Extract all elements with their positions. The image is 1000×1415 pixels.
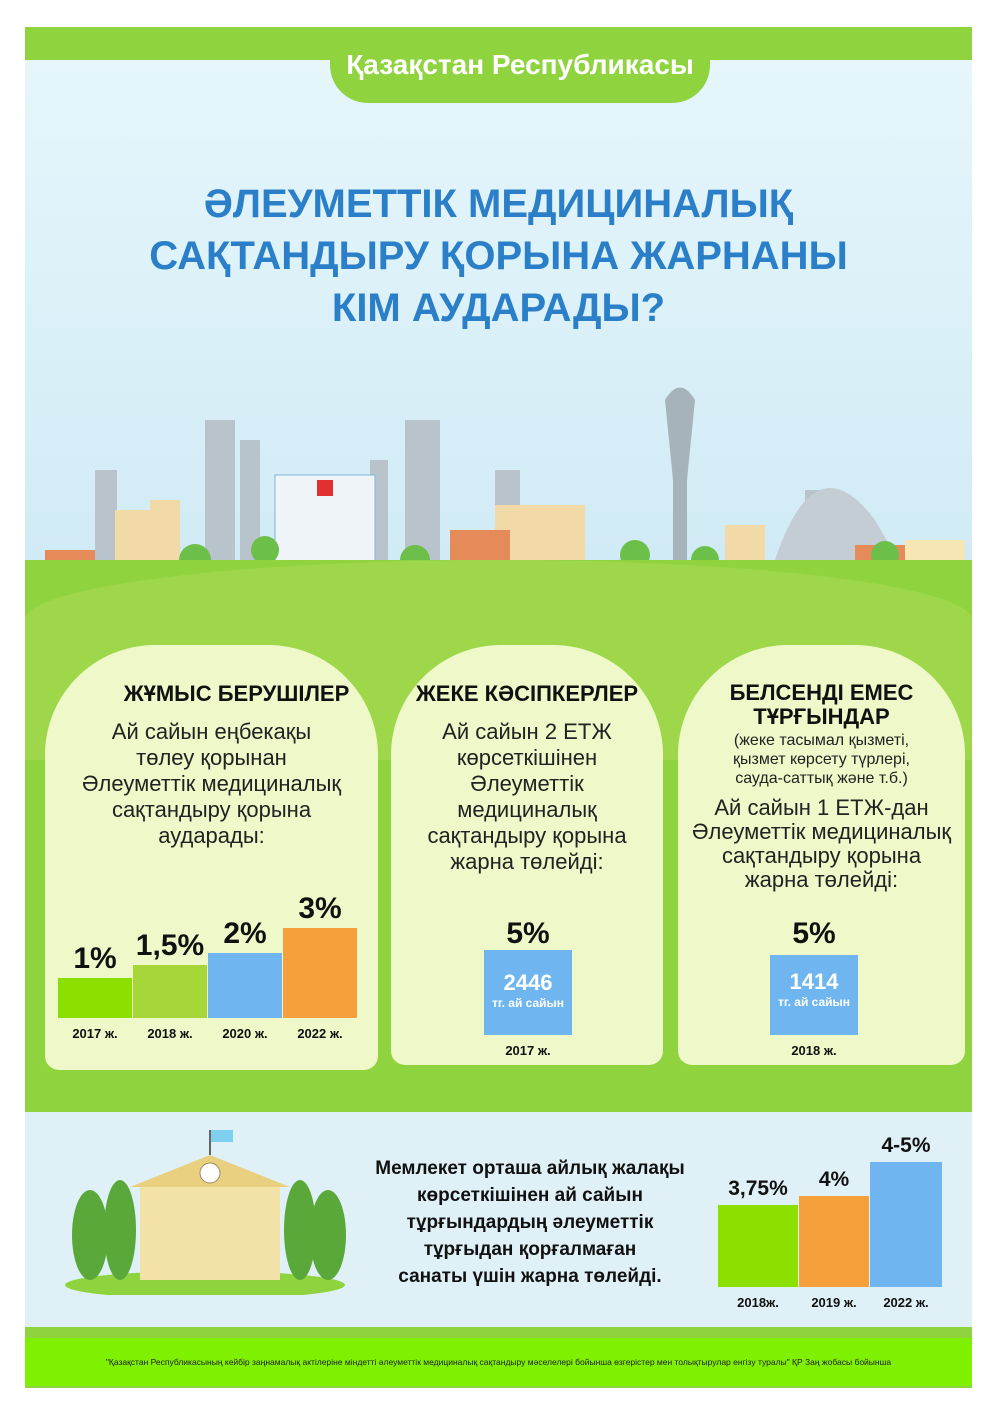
country-title: Қазақстан Республикасы	[346, 49, 694, 80]
card-text-line: төлеу қорынан	[136, 745, 287, 770]
card-text-line: Әлеуметтік медициналық	[81, 771, 342, 796]
state-text-line: санаты үшін жарна төлейді.	[398, 1266, 662, 1287]
year-label: 2020 ж.	[222, 1026, 268, 1041]
tower-illustration	[665, 387, 695, 590]
hospital-cross-icon	[317, 480, 333, 496]
bar-2020	[208, 953, 282, 1018]
card-text-line: Ай сайын 2 ЕТЖ	[442, 719, 612, 744]
card-note-line: сауда-саттық және т.б.)	[735, 770, 908, 787]
card-text-line: медициналық	[457, 797, 597, 822]
card-text-line: Әлеуметтік медициналық	[691, 819, 952, 844]
header-pill: Қазақстан Республикасы	[330, 27, 710, 103]
year-label: 2022 ж.	[297, 1026, 343, 1041]
card-text-line: көрсеткішінен	[456, 745, 598, 770]
state-text-line: тұрғыдан қорғалмаған	[423, 1239, 637, 1260]
state-description: Мемлекет орташа айлық жалақы көрсеткішін…	[345, 1155, 715, 1290]
bar-2022	[283, 928, 357, 1018]
card-note-line: (жеке тасымал қызметі,	[733, 732, 910, 749]
card-heading: ЖЕКЕ КӘСІПКЕРЛЕР	[415, 681, 639, 706]
state-text-line: Мемлекет орташа айлық жалақы	[375, 1158, 685, 1179]
bar-label: 5%	[506, 917, 550, 950]
bar-label: 4-5%	[881, 1134, 931, 1157]
bar-label: 3%	[298, 892, 342, 925]
card-note-line: қызмет көрсету түрлері,	[733, 751, 910, 768]
card-text-line: Ай сайын 1 ЕТЖ-дан	[714, 795, 929, 820]
amount-note: тг. ай сайын	[491, 996, 565, 1010]
card-heading: ЖҰМЫС БЕРУШІЛЕР	[123, 681, 350, 706]
bar-2018	[133, 965, 207, 1018]
bar-2018: 1414 тг. ай сайын	[770, 955, 858, 1035]
card-text-line: сақтандыру қорына	[111, 797, 312, 822]
bar-label: 1,5%	[135, 929, 205, 962]
card-inactive-residents: БЕЛСЕНДІ ЕМЕС ТҰРҒЫНДАР (жеке тасымал қы…	[678, 645, 965, 1065]
bar-label: 3,75%	[728, 1177, 788, 1200]
card-text-line: сақтандыру қорына	[427, 823, 627, 848]
state-text-line: тұрғындардың әлеуметтік	[406, 1212, 654, 1233]
card-text-line: жарна төлейді:	[744, 867, 899, 892]
year-label: 2018 ж.	[791, 1043, 837, 1058]
card-text-line: жарна төлейді:	[450, 849, 604, 874]
footer: "Қазақстан Республикасының кейбір заңнам…	[25, 1338, 972, 1386]
bar-label: 1%	[73, 942, 117, 975]
government-building-illustration	[65, 1130, 346, 1295]
bar-label: 5%	[792, 917, 836, 950]
state-text-line: көрсеткішінен ай сайын	[417, 1185, 643, 1206]
year-label: 2017 ж.	[505, 1043, 551, 1058]
card-text-line: Әлеуметтік	[470, 771, 584, 796]
amount-value: 2446	[503, 970, 553, 995]
year-label: 2018ж.	[737, 1295, 779, 1310]
bar-label: 2%	[223, 917, 267, 950]
main-title-line-2: САҚТАНДЫРУ ҚОРЫНА ЖАРНАНЫ	[149, 234, 848, 278]
flag-icon	[211, 1130, 233, 1142]
year-label: 2022 ж.	[883, 1295, 929, 1310]
footer-note: "Қазақстан Республикасының кейбір заңнам…	[105, 1357, 892, 1367]
bar-label: 4%	[818, 1168, 850, 1191]
card-heading: БЕЛСЕНДІ ЕМЕС	[729, 680, 914, 705]
card-text-line: сақтандыру қорына	[721, 843, 922, 868]
amount-note: тг. ай сайын	[777, 995, 851, 1009]
card-text-line: Ай сайын еңбекақы	[111, 719, 312, 744]
bar-2022	[870, 1162, 942, 1287]
bar-2019	[799, 1196, 869, 1287]
bar-2018	[718, 1205, 798, 1287]
year-label: 2019 ж.	[811, 1295, 857, 1310]
main-title-line-3: КІМ АУДАРАДЫ?	[331, 286, 666, 330]
bar-2017	[58, 978, 132, 1018]
card-entrepreneurs: ЖЕКЕ КӘСІПКЕРЛЕР Ай сайын 2 ЕТЖ көрсеткі…	[391, 645, 663, 1065]
bar-2017: 2446 тг. ай сайын	[484, 950, 572, 1035]
amount-value: 1414	[789, 969, 839, 994]
year-label: 2018 ж.	[147, 1026, 193, 1041]
card-text-line: аударады:	[158, 823, 265, 848]
main-title-line-1: ӘЛЕУМЕТТІК МЕДИЦИНАЛЫҚ	[203, 182, 794, 226]
year-label: 2017 ж.	[72, 1026, 118, 1041]
card-heading: ТҰРҒЫНДАР	[753, 704, 890, 729]
card-employers: ЖҰМЫС БЕРУШІЛЕР Ай сайын еңбекақы төлеу …	[45, 645, 378, 1070]
